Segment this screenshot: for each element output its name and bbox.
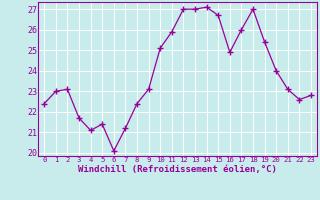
X-axis label: Windchill (Refroidissement éolien,°C): Windchill (Refroidissement éolien,°C): [78, 165, 277, 174]
